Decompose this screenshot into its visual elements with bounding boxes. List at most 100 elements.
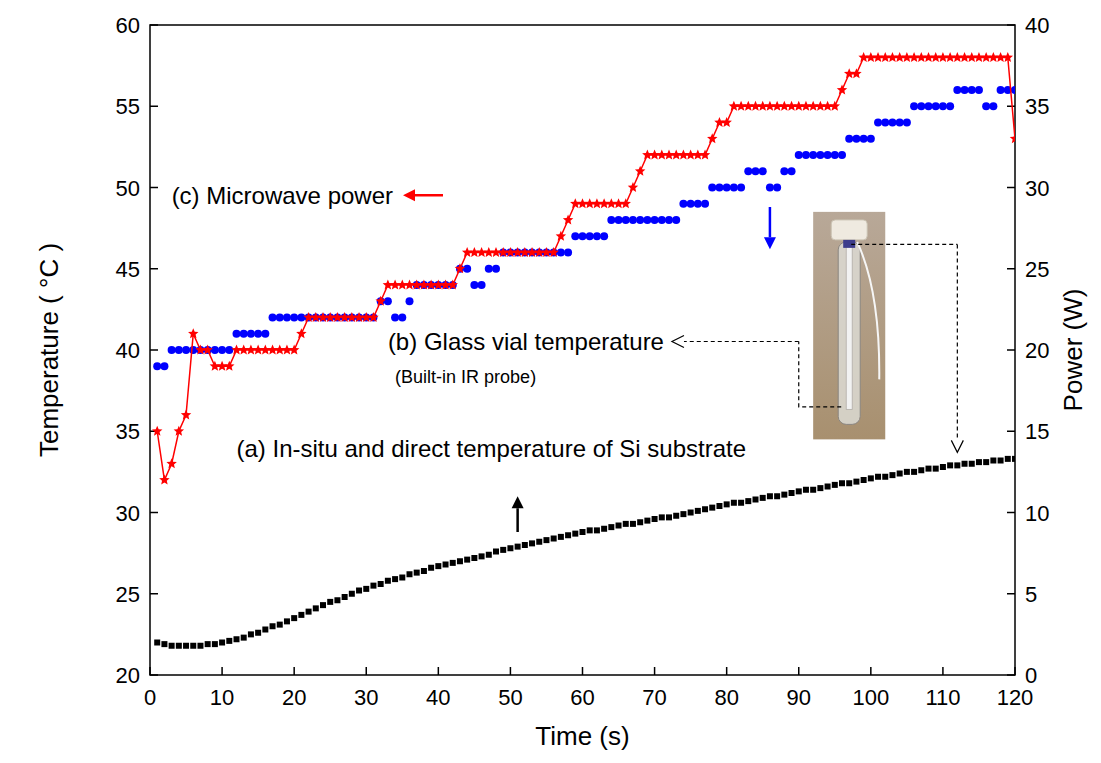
data-point (700, 150, 710, 160)
data-point (349, 591, 355, 597)
data-point (160, 362, 168, 370)
data-point (874, 119, 882, 127)
data-point (188, 328, 198, 338)
x-tick-label: 40 (426, 685, 450, 710)
x-tick (726, 667, 728, 675)
data-point (594, 527, 600, 533)
data-point (153, 362, 161, 370)
y-tick (150, 106, 158, 108)
label-patch (169, 181, 396, 210)
data-point (291, 615, 297, 621)
x-tick-label: 120 (997, 685, 1034, 710)
data-point (593, 232, 601, 240)
y-tick (150, 187, 158, 189)
y2-tick-label: 25 (1025, 257, 1049, 282)
data-point (853, 479, 859, 485)
data-point (702, 506, 708, 512)
data-point (802, 151, 810, 159)
data-point (225, 346, 233, 354)
data-point (643, 216, 651, 224)
data-point (896, 119, 904, 127)
data-point (824, 151, 832, 159)
x-tick (654, 667, 656, 675)
data-point (709, 505, 715, 511)
data-point (169, 643, 175, 649)
data-point (954, 462, 960, 468)
data-point (659, 514, 665, 520)
data-point (968, 86, 976, 94)
label-arrow (764, 207, 776, 249)
data-point (904, 469, 910, 475)
data-point (621, 198, 631, 208)
data-point (839, 480, 845, 486)
y-tick-label: 20 (116, 663, 140, 688)
series-line (157, 58, 1015, 481)
data-point (269, 314, 277, 322)
data-point (375, 296, 385, 306)
data-point (471, 555, 477, 561)
y2-tick-label: 40 (1025, 13, 1049, 38)
data-point (392, 576, 398, 582)
y2-tick (1007, 431, 1015, 433)
data-point (615, 216, 623, 224)
data-point (788, 167, 796, 175)
data-point (652, 516, 658, 522)
data-point (190, 643, 196, 649)
y-tick (150, 674, 158, 676)
x-tick-label: 90 (787, 685, 811, 710)
connector (799, 342, 841, 407)
data-point (917, 102, 925, 110)
x-tick (582, 667, 584, 675)
x-tick-label: 20 (282, 685, 306, 710)
data-point (961, 86, 969, 94)
data-point (933, 466, 939, 472)
data-point (616, 523, 622, 529)
data-point (428, 565, 434, 571)
vial-probe (846, 242, 852, 410)
label-arrow-shaft (415, 194, 443, 197)
data-point (327, 599, 333, 605)
data-point (975, 86, 983, 94)
data-point (277, 622, 283, 628)
data-point (175, 346, 183, 354)
data-point (224, 361, 234, 371)
data-point (1010, 133, 1015, 143)
data-point (796, 488, 802, 494)
data-point (998, 458, 1004, 464)
data-point (897, 471, 903, 477)
data-point (448, 280, 458, 290)
data-point (831, 151, 839, 159)
data-point (990, 458, 996, 464)
data-point (628, 182, 638, 192)
x-tick-label: 60 (570, 685, 594, 710)
data-point (176, 643, 182, 649)
data-point (414, 570, 420, 576)
data-point (731, 500, 737, 506)
data-point (911, 469, 917, 475)
data-point (219, 640, 225, 646)
data-point (730, 184, 738, 192)
data-point (247, 330, 255, 338)
data-point (925, 102, 933, 110)
data-point (241, 635, 247, 641)
x-tick-label: 110 (925, 685, 960, 710)
data-point (607, 216, 615, 224)
x-tick-label: 0 (144, 685, 156, 710)
y-tick (150, 512, 158, 514)
x-tick (366, 667, 368, 675)
data-point (983, 459, 989, 465)
data-point (601, 526, 607, 532)
x-tick (221, 667, 223, 675)
y-tick-label: 30 (116, 501, 140, 526)
data-point (868, 475, 874, 481)
data-point (651, 216, 659, 224)
plot-frame (150, 25, 1015, 675)
x-tick-label: 100 (852, 685, 889, 710)
data-point (443, 562, 449, 568)
data-point (564, 249, 572, 257)
data-point (368, 312, 378, 322)
data-point (289, 345, 299, 355)
data-point (608, 524, 614, 530)
data-point (774, 493, 780, 499)
y2-tick (1007, 106, 1015, 108)
